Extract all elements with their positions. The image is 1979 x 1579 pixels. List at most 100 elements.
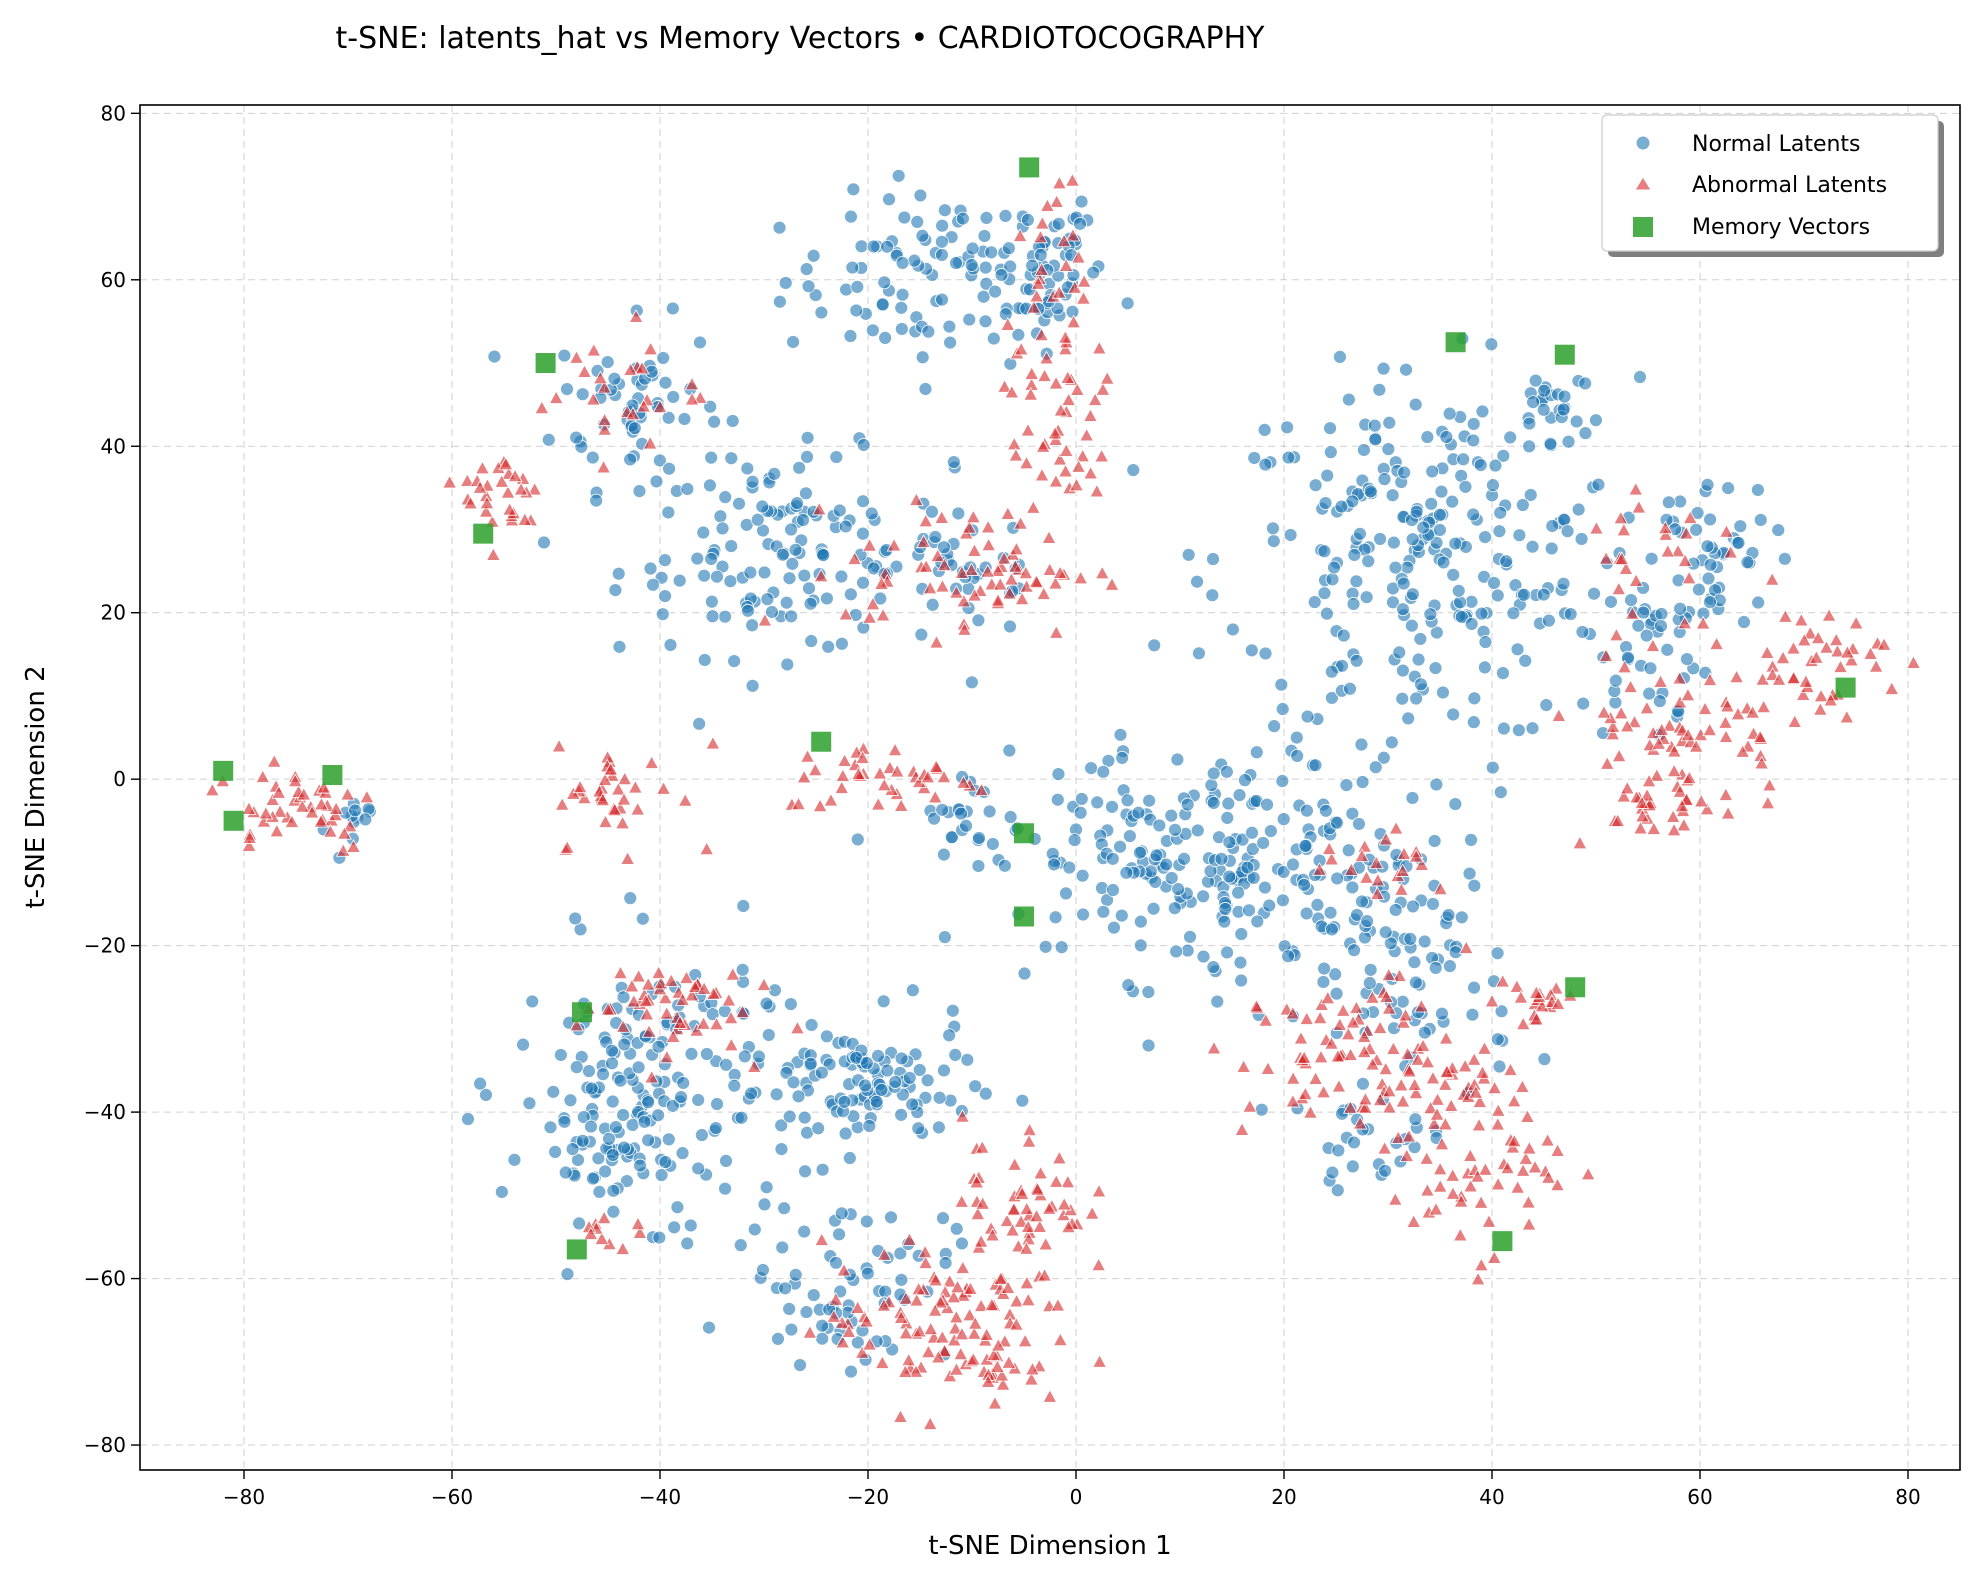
normal-latent-point [1486,478,1500,493]
normal-latent-point [658,375,673,390]
abnormal-latent-point [930,548,946,563]
normal-latent-point [843,587,858,602]
abnormal-latent-point [1428,1201,1444,1216]
normal-latent-point [548,1144,563,1159]
abnormal-latent-point [624,978,640,993]
normal-latent-point [479,1088,493,1102]
normal-latent-point [859,1214,874,1229]
abnormal-latent-point [1012,228,1028,242]
normal-latent-point [1180,797,1195,812]
abnormal-latent-point [1666,822,1682,837]
normal-latent-point [1276,893,1290,908]
normal-latent-point [652,1230,667,1245]
abnormal-latent-point [955,1260,971,1274]
normal-latent-point [745,678,760,693]
abnormal-latent-point [908,1364,924,1378]
abnormal-latent-point [1073,570,1089,585]
normal-latent-point [792,460,807,475]
normal-latent-point [1320,606,1334,621]
abnormal-latent-point [1004,384,1020,399]
normal-latent-point [843,329,858,343]
abnormal-latent-point [1514,1079,1530,1093]
normal-latent-point [1238,773,1252,788]
normal-latent-point [641,1133,656,1148]
normal-latent-point [1235,832,1250,847]
abnormal-latent-point [1681,770,1697,785]
normal-latent-point [558,1165,573,1180]
normal-latent-point [948,1048,963,1062]
abnormal-latent-point [1095,382,1111,396]
normal-latent-point [1141,1038,1156,1053]
abnormal-latent-point [1029,1208,1044,1223]
normal-latent-point [915,350,930,365]
abnormal-latent-point [294,798,310,813]
abnormal-latent-point [1658,527,1674,541]
abnormal-latent-point [1458,940,1474,954]
normal-latent-point [1522,439,1537,454]
normal-latent-point [473,1076,488,1091]
abnormal-latent-point [1357,838,1373,853]
normal-latent-point [850,279,865,294]
normal-latent-point [819,591,834,606]
normal-latent-point [1525,539,1540,554]
normal-latent-point [702,1320,716,1335]
abnormal-latent-point [585,391,601,406]
normal-latent-point [859,1056,874,1070]
abnormal-latent-point [1486,1250,1502,1264]
abnormal-latent-point [969,1174,985,1189]
abnormal-latent-point [1260,1061,1276,1075]
abnormal-latent-point [1628,481,1644,496]
normal-latent-point [905,983,920,998]
abnormal-latent-point [837,753,853,767]
abnormal-latent-point [1468,1084,1484,1099]
abnormal-latent-point [875,607,891,622]
abnormal-latent-point [838,606,854,621]
abnormal-latent-point [1572,835,1588,850]
y-tick-label: 40 [101,434,126,458]
abnormal-latent-point [1580,1166,1596,1181]
normal-latent-point [1300,709,1315,724]
abnormal-latent-point [1756,699,1772,714]
abnormal-latent-point [882,760,898,774]
abnormal-latent-point [826,1309,842,1323]
normal-latent-point [1113,839,1127,854]
normal-latent-point [1587,586,1601,601]
normal-latent-point [910,214,925,229]
normal-latent-point [348,803,363,818]
normal-latent-point [1357,443,1371,457]
normal-latent-point [942,319,957,334]
abnormal-latent-point [955,1108,970,1123]
abnormal-latent-point [811,501,827,516]
normal-latent-point [1206,795,1221,810]
normal-latent-point [925,504,939,519]
normal-latent-point [1372,382,1387,397]
normal-latent-point [1086,265,1101,280]
abnormal-latent-point [1452,1227,1468,1242]
normal-latent-point [1221,796,1236,811]
abnormal-latent-point [617,771,633,786]
normal-latent-point [854,239,869,254]
normal-latent-point [1405,791,1420,805]
normal-latent-point [1427,834,1442,848]
abnormal-latent-point [1839,644,1855,659]
normal-latent-point [1569,414,1584,429]
normal-latent-point [1539,698,1554,712]
normal-latent-point [750,512,765,527]
normal-latent-point [1473,458,1488,472]
normal-latent-point [691,1161,706,1176]
normal-latent-point [592,1184,607,1199]
normal-latent-point [1192,646,1206,661]
abnormal-latent-point [1021,1133,1037,1148]
normal-latent-point [1575,625,1590,639]
abnormal-latent-point [948,1309,964,1324]
abnormal-latent-point [1369,886,1385,900]
abnormal-latent-point [862,1336,878,1351]
normal-latent-point [1434,484,1449,499]
normal-latent-point [1003,619,1017,634]
axis-ticks: −80 −60 −40 −20 0 20 40 60 80 −80 −60 −40 −20 0 20 40 60… [84,101,1921,1509]
normal-latent-point [914,627,929,642]
y-axis-label: t-SNE Dimension 2 [21,665,51,908]
abnormal-latent-point [908,492,924,506]
abnormal-latent-point [1786,640,1801,655]
abnormal-latent-point [613,965,628,980]
